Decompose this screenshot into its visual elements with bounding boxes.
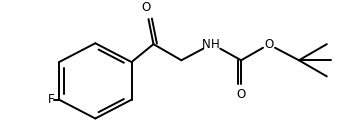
Text: F: F (48, 93, 54, 106)
Text: O: O (237, 88, 246, 101)
Text: O: O (142, 1, 151, 14)
Text: H: H (211, 38, 220, 51)
Text: O: O (265, 38, 274, 51)
Text: N: N (202, 38, 211, 51)
